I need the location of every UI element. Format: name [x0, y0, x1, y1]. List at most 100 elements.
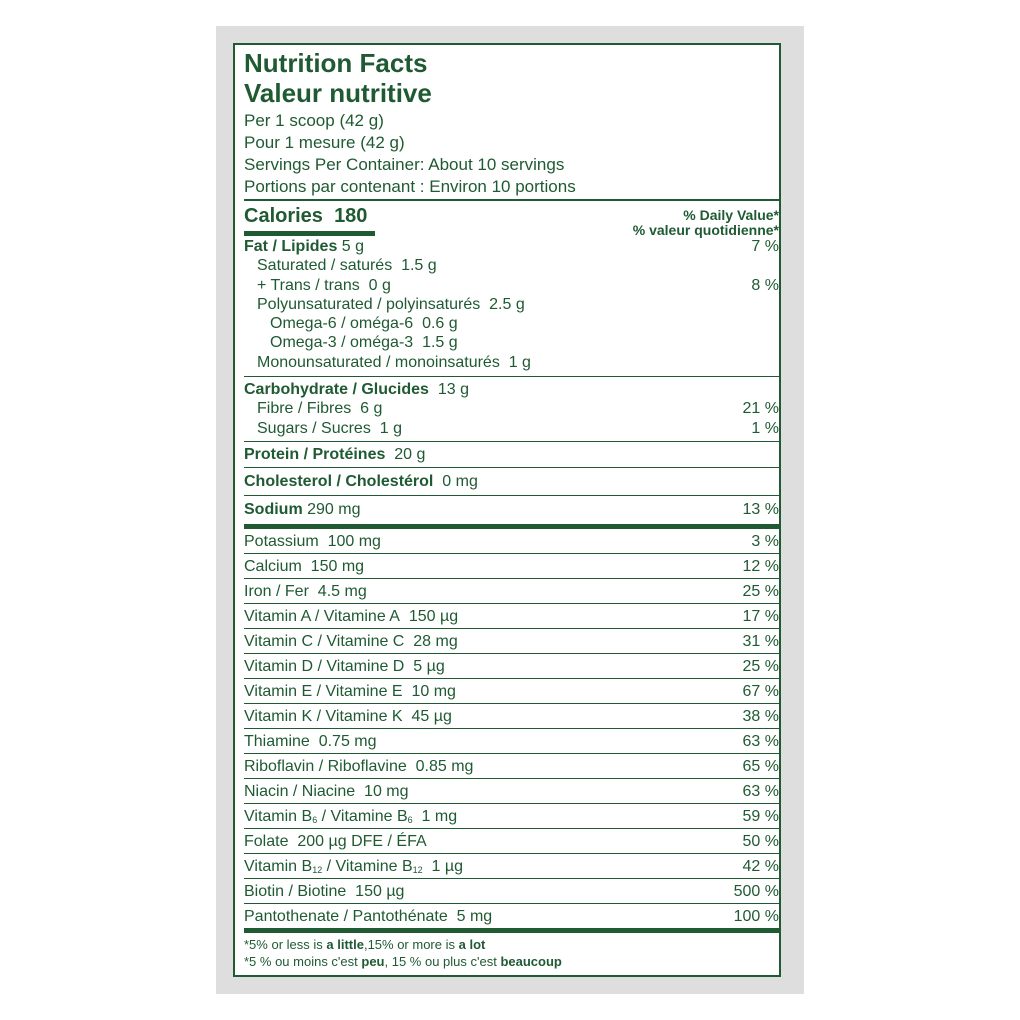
- micronutrient-row: Folate 200 µg DFE / ÉFA 50 %: [244, 829, 779, 854]
- servings-per-container-english: Servings Per Container: About 10 serving…: [244, 155, 565, 174]
- micronutrient-percent: 42 %: [742, 857, 779, 875]
- micronutrient-row: Riboflavin / Riboflavine 0.85 mg 65 %: [244, 754, 779, 779]
- nutrient-row-percent: 8 %: [751, 276, 779, 294]
- micronutrient-percent: 25 %: [742, 657, 779, 675]
- protein-section: Protein / Protéines 20 g: [244, 442, 779, 469]
- micronutrient-percent: 65 %: [742, 757, 779, 775]
- micronutrient-label: Thiamine 0.75 mg: [244, 732, 377, 750]
- subscript: 6: [312, 814, 318, 825]
- micronutrient-percent: 3 %: [751, 532, 779, 550]
- micronutrient-label: Vitamin B12 / Vitamine B12 1 µg: [244, 857, 463, 875]
- micronutrient-row: Vitamin K / Vitamine K 45 µg 38 %: [244, 704, 779, 729]
- micronutrient-label: Riboflavin / Riboflavine 0.85 mg: [244, 757, 474, 775]
- micronutrient-percent: 500 %: [733, 882, 779, 900]
- micronutrient-percent: 31 %: [742, 632, 779, 650]
- micronutrient-row: Calcium 150 mg 12 %: [244, 554, 779, 579]
- emphasis: a little: [326, 936, 364, 952]
- sodium-row-percent: 13 %: [742, 500, 779, 518]
- emphasis: a lot: [458, 936, 486, 952]
- nutrient-row: Saturated / saturés 1.5 g: [244, 256, 779, 275]
- nutrient-row-label: Saturated / saturés 1.5 g: [257, 257, 437, 275]
- nutrient-row-label: Omega-3 / oméga-3 1.5 g: [270, 334, 458, 352]
- micronutrient-row: Vitamin D / Vitamine D 5 µg 25 %: [244, 654, 779, 679]
- micronutrient-percent: 50 %: [742, 832, 779, 850]
- micronutrients-section: Potassium 100 mg 3 % Calcium 150 mg 12 % Iro…: [244, 529, 779, 933]
- micronutrient-percent: 100 %: [733, 907, 779, 925]
- footnote-english: *5% or less is a little,15% or more is a…: [244, 936, 486, 952]
- subscript: 12: [312, 864, 323, 875]
- micronutrient-label: Potassium 100 mg: [244, 532, 381, 550]
- nutrient-row-name: Carbohydrate / Glucides: [244, 381, 429, 399]
- fat-section: Fat / Lipides 5 g 7 % Saturated / saturés …: [244, 237, 779, 378]
- micronutrient-percent: 63 %: [742, 732, 779, 750]
- nutrient-row-label: Carbohydrate / Glucides 13 g: [244, 381, 469, 399]
- nutrient-row-label: Fibre / Fibres 6 g: [257, 400, 383, 418]
- micronutrient-row: Potassium 100 mg 3 %: [244, 529, 779, 554]
- nutrient-row: Fibre / Fibres 6 g 21 %: [244, 399, 779, 418]
- subscript: 12: [412, 864, 423, 875]
- micronutrient-label: Biotin / Biotine 150 µg: [244, 882, 405, 900]
- micronutrient-row: Vitamin E / Vitamine E 10 mg 67 %: [244, 679, 779, 704]
- micronutrient-row: Vitamin B12 / Vitamine B12 1 µg 42 %: [244, 854, 779, 879]
- micronutrient-percent: 25 %: [742, 582, 779, 600]
- micronutrient-row: Iron / Fer 4.5 mg 25 %: [244, 579, 779, 604]
- nutrient-row: Fat / Lipides 5 g 7 %: [244, 237, 779, 256]
- micronutrient-percent: 63 %: [742, 782, 779, 800]
- nutrient-row-label: + Trans / trans 0 g: [257, 276, 391, 294]
- nutrient-row-label: Fat / Lipides 5 g: [244, 238, 365, 255]
- micronutrient-label: Vitamin K / Vitamine K 45 µg: [244, 707, 452, 725]
- protein-row: Protein / Protéines 20 g: [244, 445, 779, 464]
- nutrient-row: Polyunsaturated / polyinsaturés 2.5 g: [244, 295, 779, 314]
- micronutrient-label: Vitamin C / Vitamine C 28 mg: [244, 632, 458, 650]
- servings-per-container-french: Portions par contenant : Environ 10 port…: [244, 176, 779, 201]
- sodium-row: Sodium 290 mg 13 %: [244, 500, 779, 519]
- cholesterol-row-label: Cholesterol / Cholestérol 0 mg: [244, 473, 478, 491]
- nutrient-row-label: Polyunsaturated / polyinsaturés 2.5 g: [257, 295, 525, 313]
- micronutrient-percent: 59 %: [742, 807, 779, 825]
- calories-value: 180: [334, 205, 368, 227]
- cholesterol-row-name: Cholesterol / Cholestérol: [244, 473, 434, 491]
- daily-value-french: % valeur quotidienne*: [632, 222, 779, 238]
- nutrient-row: Monounsaturated / monoinsaturés 1 g: [244, 353, 779, 372]
- micronutrient-percent: 17 %: [742, 607, 779, 625]
- protein-row-name: Protein / Protéines: [244, 445, 386, 463]
- nutrient-row-label: Sugars / Sucres 1 g: [257, 419, 402, 437]
- carbohydrate-section: Carbohydrate / Glucides 13 g Fibre / Fibr…: [244, 377, 779, 442]
- nutrient-row-percent: 21 %: [742, 400, 779, 418]
- micronutrient-row: Biotin / Biotine 150 µg 500 %: [244, 879, 779, 904]
- nutrient-row: Omega-6 / oméga-6 0.6 g: [244, 314, 779, 333]
- micronutrient-label: Vitamin E / Vitamine E 10 mg: [244, 682, 456, 700]
- micronutrient-label: Vitamin A / Vitamine A 150 µg: [244, 607, 459, 625]
- micronutrient-label: Calcium 150 mg: [244, 557, 365, 575]
- sodium-row-label: Sodium 290 mg: [244, 500, 361, 518]
- nutrient-row-percent: 1 %: [751, 419, 779, 437]
- sodium-section: Sodium 290 mg 13 %: [244, 496, 779, 529]
- nutrient-row-label: Omega-6 / oméga-6 0.6 g: [270, 315, 458, 333]
- cholesterol-row: Cholesterol / Cholestérol 0 mg: [244, 472, 779, 491]
- emphasis: beaucoup: [500, 953, 562, 969]
- subscript: 6: [407, 814, 413, 825]
- micronutrient-row: Thiamine 0.75 mg 63 %: [244, 729, 779, 754]
- title-french: Valeur nutritive: [244, 78, 432, 108]
- micronutrient-row: Vitamin A / Vitamine A 150 µg 17 %: [244, 604, 779, 629]
- micronutrient-label: Iron / Fer 4.5 mg: [244, 582, 367, 600]
- nutrient-row: Sugars / Sucres 1 g 1 %: [244, 419, 779, 438]
- daily-value-english: % Daily Value*: [683, 207, 779, 223]
- micronutrient-label: Vitamin B6 / Vitamine B6 1 mg: [244, 807, 458, 825]
- micronutrient-label: Folate 200 µg DFE / ÉFA: [244, 832, 427, 850]
- serving-size-english: Per 1 scoop (42 g): [244, 111, 384, 130]
- micronutrient-label: Niacin / Niacine 10 mg: [244, 782, 409, 800]
- calories-row: Calories 180 % Daily Value* % valeur quo…: [244, 201, 779, 238]
- micronutrient-percent: 12 %: [742, 557, 779, 575]
- nutrient-row-label: Monounsaturated / monoinsaturés 1 g: [257, 353, 531, 371]
- nutrient-row: Carbohydrate / Glucides 13 g: [244, 380, 779, 399]
- calories: Calories 180: [244, 205, 367, 228]
- cholesterol-section: Cholesterol / Cholestérol 0 mg: [244, 468, 779, 496]
- footnote-french: *5 % ou moins c'est peu, 15 % ou plus c'…: [244, 953, 562, 969]
- protein-row-label: Protein / Protéines 20 g: [244, 445, 426, 463]
- serving-size-french: Pour 1 mesure (42 g): [244, 133, 405, 152]
- daily-value-header: % Daily Value* % valeur quotidienne*: [633, 208, 779, 238]
- micronutrient-row: Niacin / Niacine 10 mg 63 %: [244, 779, 779, 804]
- title-english: Nutrition Facts: [244, 48, 428, 78]
- nutrient-row: Omega-3 / oméga-3 1.5 g: [244, 333, 779, 352]
